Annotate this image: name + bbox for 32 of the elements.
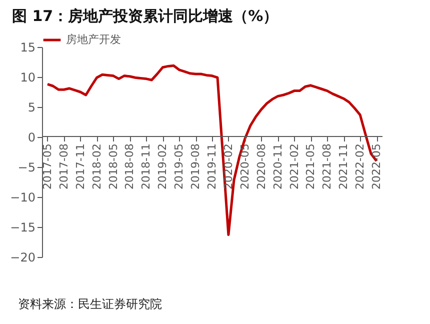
y-tick-label: 0 [28,130,36,144]
x-tick-label: 2020-02 [222,144,235,190]
x-tick-label: 2017-05 [40,144,54,190]
x-tick-label: 2017-11 [74,144,87,190]
y-tick-label: −20 [10,250,36,264]
x-tick-label: 2018-02 [90,144,104,190]
x-tick-label: 2022-02 [354,144,367,190]
x-tick-label: 2017-08 [57,144,70,190]
x-tick-label: 2021-11 [337,144,350,190]
x-tick-label: 2020-11 [271,144,284,190]
chart-title: 图 17：房地产投资累计同比增速（%） [12,7,278,25]
x-tick-label: 2018-11 [140,144,153,190]
x-tick-label: 2019-11 [206,144,218,190]
x-tick-label: 2019-02 [156,144,170,190]
text: 资料来源：民生证券研究院 [18,296,162,313]
x-tick-label: 2020-05 [238,144,252,190]
y-tick-label: 15 [20,40,36,54]
x-tick-label: 2021-02 [288,144,301,190]
y-tick-label: −10 [10,190,36,204]
y-tick-label: 10 [20,70,36,84]
x-tick-label: 2019-08 [189,144,202,190]
x-tick-label: 2021-05 [304,144,318,190]
legend-label: 房地产开发 [66,33,121,46]
x-tick-label: 2018-08 [123,144,136,190]
y-tick-label: −5 [18,160,36,174]
x-tick-label: 2020-08 [254,144,268,190]
x-tick-label: 2022-05 [370,144,384,190]
y-tick-label: −15 [10,220,36,234]
x-tick-label: 2019-05 [172,144,186,190]
y-tick-label: 5 [28,100,36,114]
x-tick-label: 2021-08 [320,144,334,190]
x-tick-label: 2018-05 [106,144,120,190]
